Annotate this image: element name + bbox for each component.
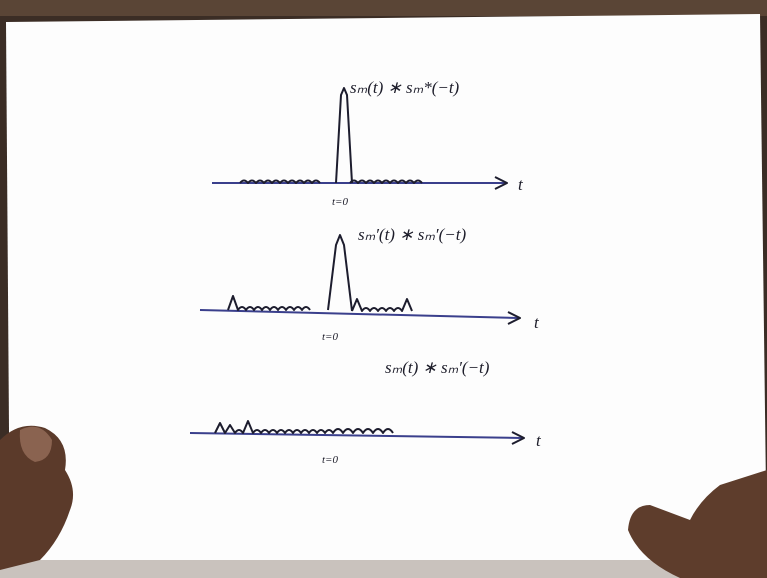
origin-label: t=0 xyxy=(332,196,348,208)
photo: sₘ(t) ∗ sₘ*(−t) t=0 t sₘ′(t) ∗ sₘ′(−t) t… xyxy=(0,0,767,578)
label: sₘ(t) ∗ sₘ′(−t) xyxy=(385,358,490,377)
origin-label: t=0 xyxy=(322,454,338,466)
page: sₘ(t) ∗ sₘ*(−t) t=0 t sₘ′(t) ∗ sₘ′(−t) t… xyxy=(0,0,767,578)
origin-label: t=0 xyxy=(322,331,338,343)
paper xyxy=(6,14,767,570)
bottom-edge xyxy=(0,560,767,578)
label: sₘ(t) ∗ sₘ*(−t) xyxy=(350,78,460,97)
table-edge xyxy=(0,0,767,16)
label: sₘ′(t) ∗ sₘ′(−t) xyxy=(358,225,466,244)
